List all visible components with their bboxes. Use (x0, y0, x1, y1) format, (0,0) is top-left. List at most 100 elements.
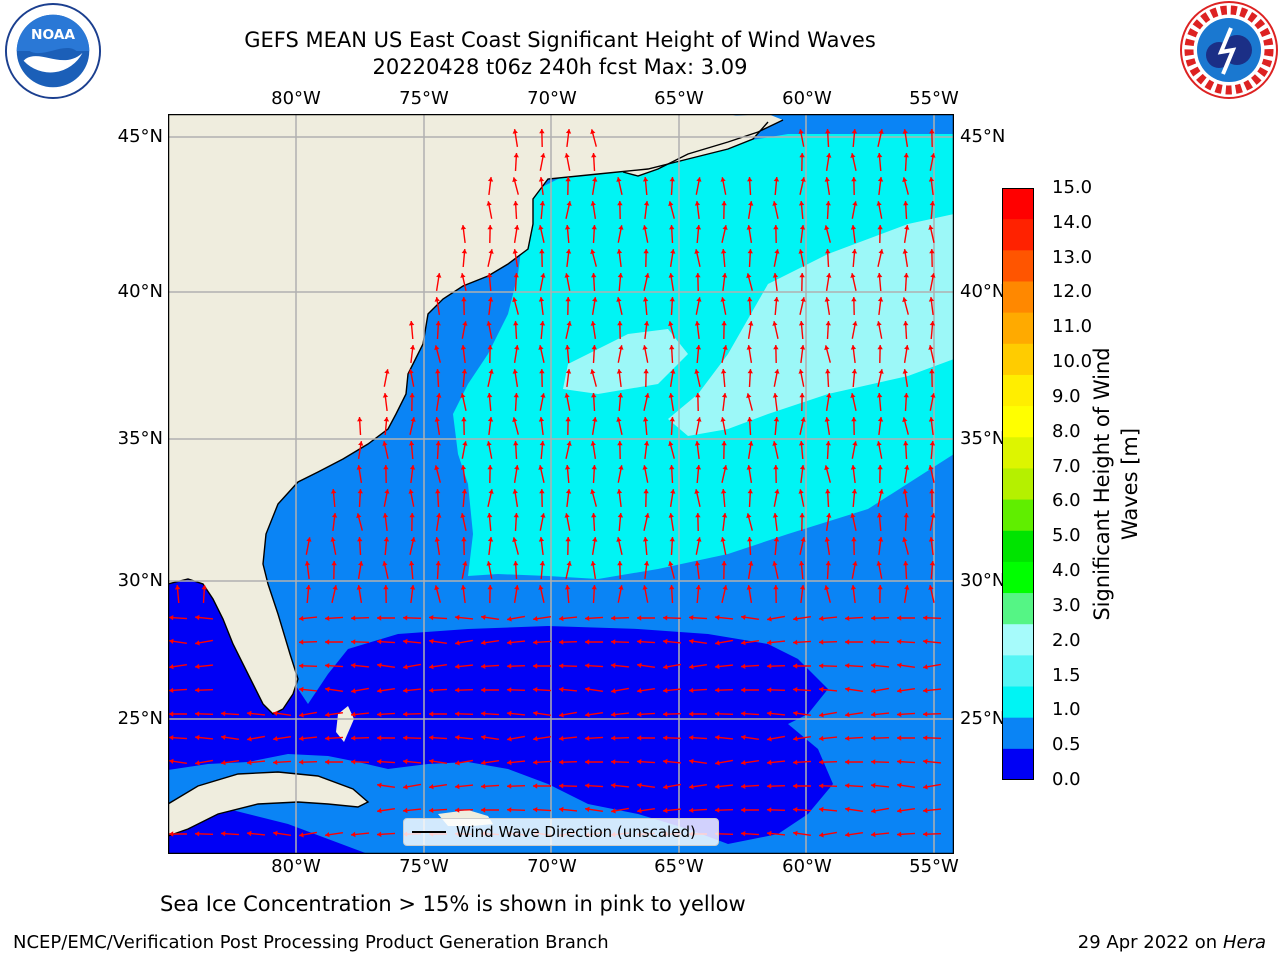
lat-label-left: 35°N (117, 428, 163, 449)
wave-arrow-head (592, 537, 598, 542)
colorbar-tick-label: 12.0 (1052, 281, 1093, 303)
wave-arrow-head (668, 321, 674, 327)
wave-arrow-head (800, 297, 806, 302)
wave-arrow-head (611, 662, 616, 669)
chart-title: GEFS MEAN US East Coast Significant Heig… (244, 28, 876, 52)
wave-arrow-head (747, 537, 753, 542)
wave-arrow-head (565, 297, 571, 302)
colorbar-band (1002, 655, 1034, 688)
wave-arrow-head (876, 513, 883, 518)
wave-arrow-head (663, 735, 668, 741)
wave-arrow-head (435, 489, 441, 494)
wave-arrow-head (663, 638, 668, 645)
footer-host: Hera (1222, 932, 1266, 953)
wave-arrow-head (824, 345, 830, 351)
wave-arrow-head (668, 273, 674, 278)
wave-arrow-head (668, 393, 674, 398)
wave-arrow-head (559, 686, 564, 693)
colorbar-frame (1002, 188, 1034, 780)
wave-arrow-head (514, 225, 520, 230)
wave-arrow-head (689, 807, 694, 813)
wave-arrow-head (923, 784, 928, 790)
wave-arrow-head (741, 711, 746, 717)
wave-arrow-head (512, 537, 518, 543)
wave-arrow-head (539, 201, 546, 206)
wave-arrow-head (358, 561, 364, 566)
wave-arrow-head (715, 807, 720, 813)
wave-arrow-head (923, 735, 928, 741)
wave-arrow-head (481, 760, 486, 766)
lat-label-left: 30°N (117, 570, 163, 591)
wave-arrow-head (793, 639, 798, 645)
wave-arrow-head (429, 615, 434, 621)
wave-arrow-head (722, 345, 728, 350)
wave-arrow-head (923, 664, 928, 670)
wave-arrow-head (903, 153, 909, 158)
lon-label-top: 75°W (399, 88, 449, 109)
wave-arrow-head (539, 321, 546, 326)
wave-arrow-head (850, 513, 856, 518)
wave-arrow-head (903, 321, 909, 326)
wave-arrow-head (850, 393, 856, 398)
wave-arrow-head (559, 639, 564, 645)
lon-label-bottom: 55°W (909, 856, 959, 877)
wave-arrow-head (409, 345, 416, 350)
wave-arrow-head (330, 489, 337, 494)
wave-arrow-head (591, 585, 597, 590)
wave-arrow-head (747, 177, 753, 182)
wave-arrow-head (871, 639, 876, 645)
wave-arrow-head (767, 616, 772, 622)
wave-arrow-head (722, 585, 728, 590)
wave-arrow-head (221, 734, 226, 740)
wave-arrow-head (540, 513, 546, 518)
wave-arrow-head (689, 615, 694, 621)
wave-arrow-head (767, 710, 772, 717)
wave-arrow-head (377, 831, 382, 837)
svg-text:NOAA: NOAA (31, 27, 75, 43)
wave-arrow-head (746, 465, 752, 470)
wave-arrow-head (747, 417, 753, 422)
wave-arrow-head (356, 585, 362, 590)
wave-arrow-head (825, 441, 831, 446)
wave-arrow-head (845, 806, 850, 812)
wave-arrow-head (825, 561, 831, 566)
wave-arrow-head (897, 735, 902, 741)
noaa-logo: NOAA (4, 2, 102, 100)
wave-arrow-head (410, 537, 416, 542)
wave-arrow-head (247, 830, 252, 837)
wave-arrow-head (689, 711, 694, 717)
wave-arrow-head (429, 807, 434, 813)
wave-arrow-head (410, 417, 416, 422)
wave-arrow-head (566, 201, 572, 206)
wave-arrow-head (487, 345, 493, 350)
wave-arrow-head (486, 441, 492, 446)
wave-arrow-head (767, 663, 772, 669)
wave-arrow-head (351, 688, 356, 694)
wave-arrow-head (507, 783, 512, 789)
wave-arrow-head (585, 663, 590, 669)
wave-arrow-head (824, 465, 830, 471)
wave-arrow-head (462, 321, 468, 326)
wave-arrow-head (845, 663, 850, 669)
wave-arrow-head (533, 710, 538, 716)
wave-arrow-head (487, 537, 494, 542)
wave-arrow-head (195, 687, 200, 693)
wave-arrow-head (715, 663, 720, 670)
wave-arrow-head (819, 712, 824, 718)
wave-arrow-head (799, 153, 805, 158)
lon-label-bottom: 65°W (654, 856, 704, 877)
wave-arrow-head (903, 201, 909, 206)
wave-arrow-head (455, 734, 460, 741)
wave-arrow-head (384, 369, 390, 374)
wave-arrow-head (325, 735, 330, 741)
wave-arrow-head (195, 663, 200, 670)
wave-arrow-head (878, 249, 884, 254)
wave-arrow-head (331, 513, 338, 518)
wave-arrow-head (616, 537, 622, 542)
wave-arrow-head (566, 441, 572, 446)
wave-arrow-head (720, 417, 726, 422)
wave-arrow-head (565, 537, 571, 542)
wave-arrow-head (871, 662, 876, 669)
wave-arrow-head (746, 345, 752, 350)
wave-arrow-head (637, 615, 642, 621)
